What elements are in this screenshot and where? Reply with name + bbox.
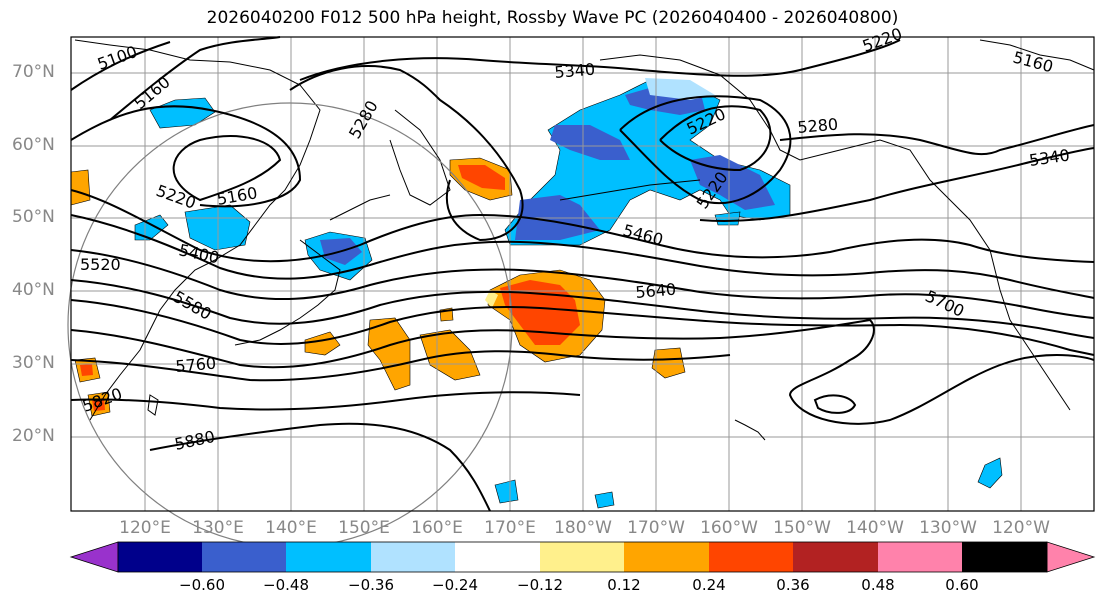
lon-label: 180°W <box>554 518 612 538</box>
contour-5160-nw <box>109 36 281 121</box>
neg-light-alaska <box>645 78 715 100</box>
lon-label: 170°W <box>627 518 685 538</box>
neg-region-south-2 <box>594 491 615 509</box>
pos-core-china-1 <box>80 364 93 376</box>
contour-5460 <box>70 214 1095 299</box>
colorbar-segment <box>286 542 371 572</box>
height-contours <box>70 36 1095 512</box>
colorbar-segment <box>118 542 202 572</box>
lon-label: 150°W <box>773 518 831 538</box>
lat-label: 50°N <box>12 207 55 227</box>
lat-label: 20°N <box>12 426 55 446</box>
gridlines <box>71 37 1094 511</box>
contour-5820-island <box>813 394 857 414</box>
pos-region-west-1 <box>367 317 411 391</box>
contour-5100 <box>70 41 171 91</box>
colorbar-segment <box>371 542 455 572</box>
colorbar-tick-label: 0.60 <box>945 576 979 594</box>
contour-label: 5340 <box>554 60 596 82</box>
lon-label: 140°W <box>846 518 904 538</box>
lon-label: 160°E <box>411 518 463 538</box>
contour-label: 5520 <box>80 255 121 274</box>
colorbar-tick-label: −0.24 <box>432 576 478 594</box>
pos-region-west-edge <box>70 169 91 206</box>
colorbar-extend-max <box>1046 541 1096 573</box>
lon-label: 130°W <box>919 518 977 538</box>
contour-label: 5640 <box>635 280 677 302</box>
coast-hawaii <box>734 419 766 441</box>
contour-label: 5280 <box>797 115 839 137</box>
pos-light-central-pacific <box>485 290 498 308</box>
colorbar-tick-label: 0.24 <box>692 576 726 594</box>
colorbar-tick-label: −0.12 <box>517 576 563 594</box>
contour-5280-east <box>779 124 1095 156</box>
colorbar <box>69 541 1096 573</box>
colorbar-segment <box>962 542 1047 572</box>
lat-label: 70°N <box>12 62 55 82</box>
lon-label: 120°E <box>119 518 171 538</box>
contour-5880 <box>149 422 491 512</box>
colorbar-segment <box>793 542 878 572</box>
lat-label: 30°N <box>12 353 55 373</box>
coast-taiwan <box>147 394 159 416</box>
contour-5280-n <box>289 65 524 242</box>
colorbar-outline <box>117 541 1048 573</box>
coast-nw-canada <box>979 39 1095 71</box>
coast-kuril <box>329 194 391 221</box>
lon-label: 170°E <box>484 518 536 538</box>
contour-5520 <box>70 249 1095 319</box>
contour-5340-east <box>699 147 1095 222</box>
coast-kamchatka <box>389 109 451 206</box>
plot-frame <box>70 36 1095 512</box>
contour-5160-center <box>172 135 282 202</box>
coast-asia <box>74 39 321 421</box>
contour-5280-alaska <box>619 95 792 205</box>
contour-5640 <box>70 299 1095 356</box>
colorbar-extend-min <box>69 541 119 573</box>
contour-5760 <box>70 350 731 382</box>
colorbar-tick-label: 0.48 <box>861 576 895 594</box>
colorbar-segment <box>709 542 793 572</box>
contour-5220-alaska <box>659 105 772 172</box>
contour-label: 5760 <box>175 354 217 376</box>
colorbar-segment <box>202 542 286 572</box>
contour-5820 <box>70 391 581 411</box>
colorbar-tick-label: −0.36 <box>348 576 394 594</box>
lat-label: 40°N <box>12 280 55 300</box>
coast-japan <box>234 239 341 346</box>
colorbar-segment <box>878 542 962 572</box>
contour-5700 <box>70 318 1095 425</box>
contour-5400 <box>70 189 1095 263</box>
colorbar-tick-label: 0.36 <box>776 576 810 594</box>
colorbar-tick-label: −0.48 <box>263 576 309 594</box>
coastlines <box>74 39 1095 441</box>
neg-region-small-1 <box>134 214 169 241</box>
lat-label: 60°N <box>12 135 55 155</box>
lon-label: 130°E <box>192 518 244 538</box>
neg-region-south-1 <box>494 479 519 504</box>
colorbar-segment <box>540 542 624 572</box>
coast-alaska <box>599 54 1071 411</box>
map-title: 2026040200 F012 500 hPa height, Rossby W… <box>206 8 899 28</box>
contour-5220-nw <box>70 105 302 208</box>
lon-label: 150°E <box>338 518 390 538</box>
coast-aleutian <box>559 179 701 201</box>
neg-core-alaska-2 <box>550 125 630 160</box>
contour-5580 <box>70 279 1095 339</box>
pos-core-kamchatka <box>458 165 505 190</box>
colorbar-segment <box>624 542 709 572</box>
colorbar-segment <box>455 542 540 572</box>
lon-label: 120°W <box>992 518 1050 538</box>
neg-region-pacific-se <box>977 457 1003 489</box>
lon-label: 140°E <box>265 518 317 538</box>
lon-label: 160°W <box>700 518 758 538</box>
contour-5340-n <box>299 39 901 81</box>
neg-core-alaska-4 <box>690 155 775 210</box>
pos-region-east <box>651 347 686 379</box>
colorbar-tick-label: 0.12 <box>607 576 641 594</box>
colorbar-tick-label: −0.60 <box>179 576 225 594</box>
